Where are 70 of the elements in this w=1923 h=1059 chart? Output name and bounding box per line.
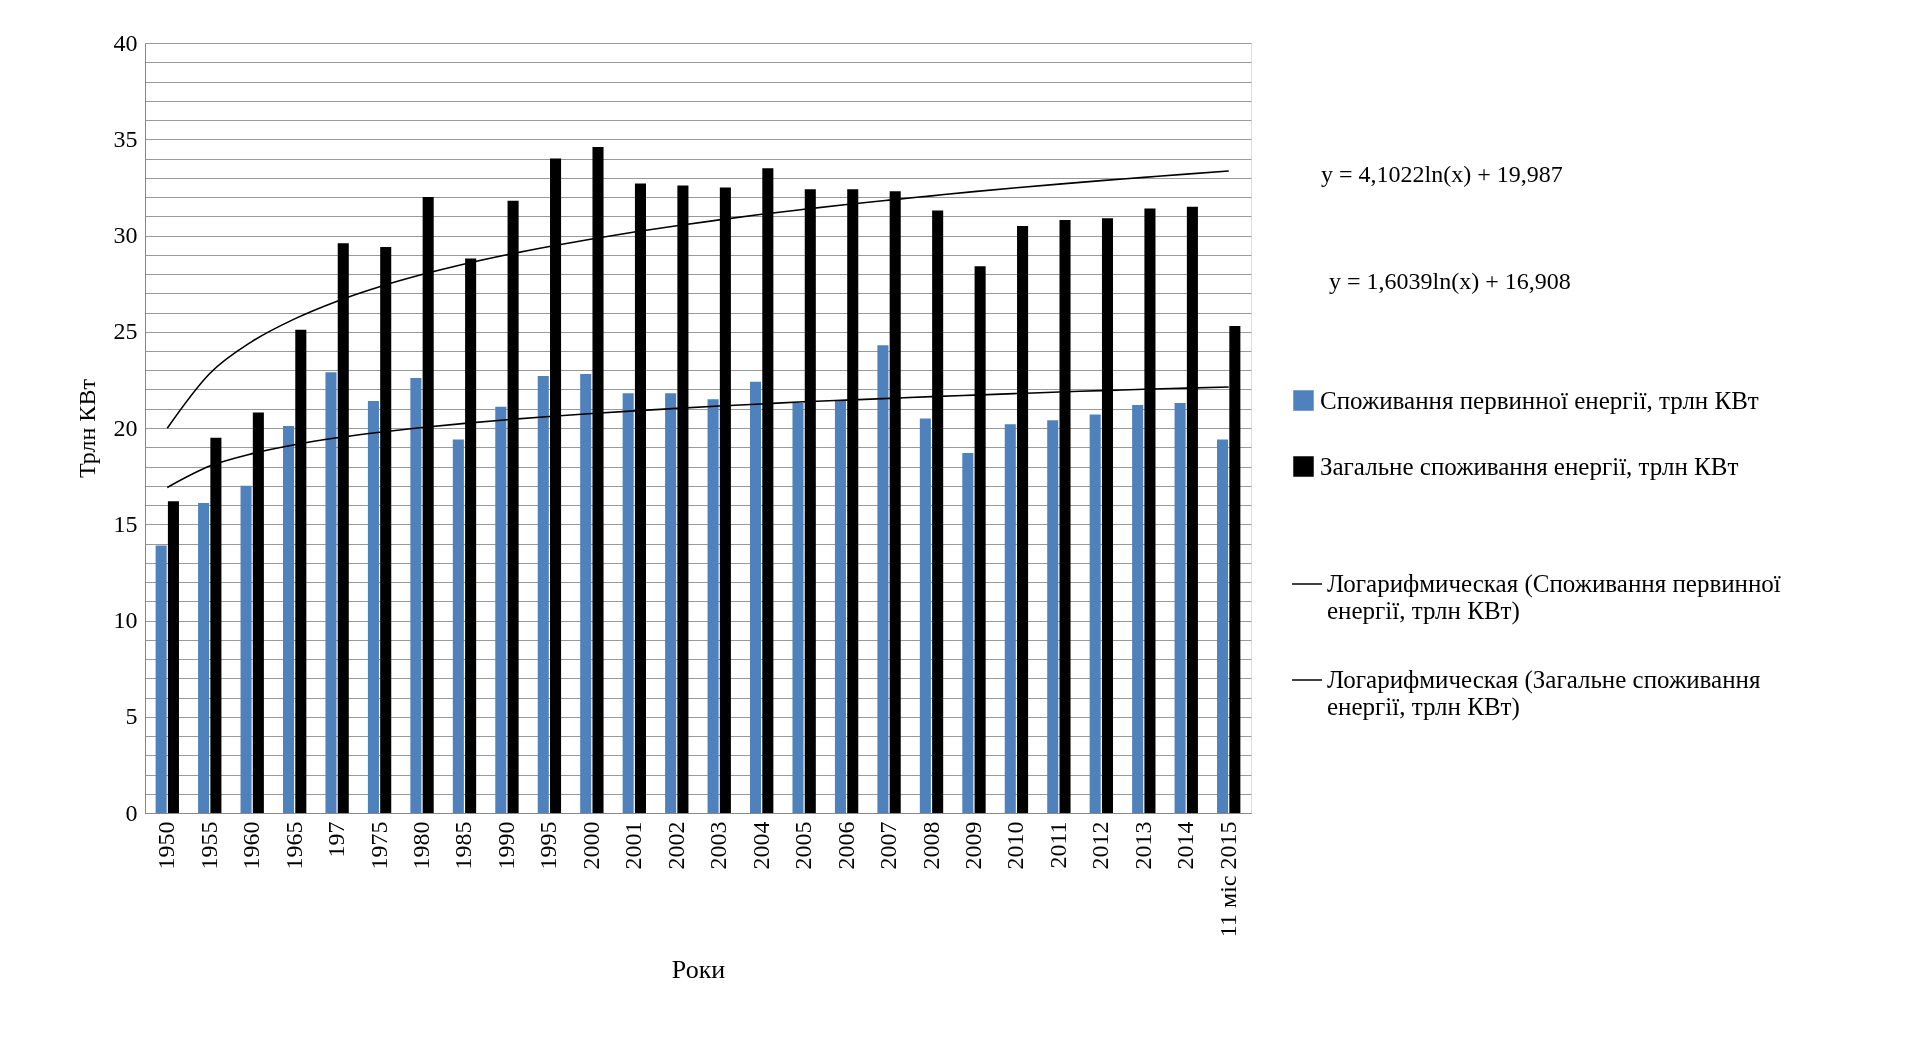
bar [1217,439,1229,813]
x-tick-label: 11 міс 2015 [1214,821,1241,938]
bar [1004,424,1016,813]
x-tick-label: 2004 [747,821,774,870]
y-tick-label: 0 [125,799,138,826]
x-tick-label: 2003 [705,821,732,870]
x-tick-label: 1980 [408,821,435,870]
bar [707,399,719,813]
bar [919,418,931,813]
y-tick-label: 20 [113,414,138,441]
bar [282,426,295,813]
bar [240,485,252,813]
bar [580,374,592,813]
text: y = 1,6039ln(x) + 16,908 [1329,268,1571,294]
bar [1132,404,1144,813]
bar [325,372,337,813]
x-tick-label: 1960 [238,821,265,870]
y-tick-label: 40 [113,29,138,56]
x-tick-label: 1975 [365,821,392,870]
x-tick-label: 1985 [450,821,477,870]
text: y = 4,1022ln(x) + 19,987 [1321,161,1563,187]
legend-label: Логарифмическая (Загальне споживання енергії, трлн КВт) [1327,666,1761,721]
y-tick-label: 10 [113,607,138,633]
x-tick-label: 197 [323,821,350,858]
bar [622,393,634,813]
bar [834,401,846,813]
x-tick-label: 2007 [875,821,902,870]
x-tick-label: 2014 [1172,821,1199,870]
x-tick-label: 2010 [1002,821,1029,870]
x-tick-label: 2006 [832,821,859,870]
x-tick-label: 2009 [959,821,986,870]
y-tick-label: 30 [113,222,138,248]
y-tick-label: 15 [113,510,138,537]
x-axis-title: Роки [671,955,726,985]
x-tick-label: 2008 [917,821,944,870]
bar [1047,420,1059,813]
y-axis-title: Трлн КВт [73,378,100,478]
bar [665,393,677,813]
legend-label: Логарифмическая (Споживання первинної енергії, трлн КВт) [1327,570,1781,625]
bar [452,439,464,813]
bar [495,406,507,813]
bar [167,501,179,813]
x-tick-label: 2002 [662,821,689,870]
bar [792,402,804,813]
bar [750,381,762,813]
bar [877,345,889,813]
bar [537,376,549,813]
x-tick-label: 2011 [1044,821,1071,869]
y-tick-label: 25 [113,318,138,345]
x-tick-label: 2013 [1129,821,1156,870]
bar [962,453,974,813]
x-tick-label: 2012 [1087,821,1114,870]
bar [198,503,210,813]
x-tick-label: 2001 [620,821,647,870]
bar [367,401,379,813]
x-tick-label: 1965 [280,821,307,870]
bar [1174,402,1186,813]
y-tick-label: 35 [113,125,138,152]
x-tick-label: 1990 [492,821,519,870]
bar [410,377,422,813]
x-tick-label: 2005 [790,821,817,870]
bar [155,545,167,813]
x-tick-label: 1995 [535,821,562,870]
legend-label: Споживання первинної енергії, трлн КВт [1320,386,1759,414]
y-tick-label: 5 [125,703,138,730]
legend-label: Загальне споживання енергії, трлн КВт [1320,452,1739,480]
x-tick-label: 2000 [577,821,604,870]
x-tick-label: 1950 [153,821,180,870]
bar [1089,414,1101,813]
x-tick-label: 1955 [195,821,222,870]
